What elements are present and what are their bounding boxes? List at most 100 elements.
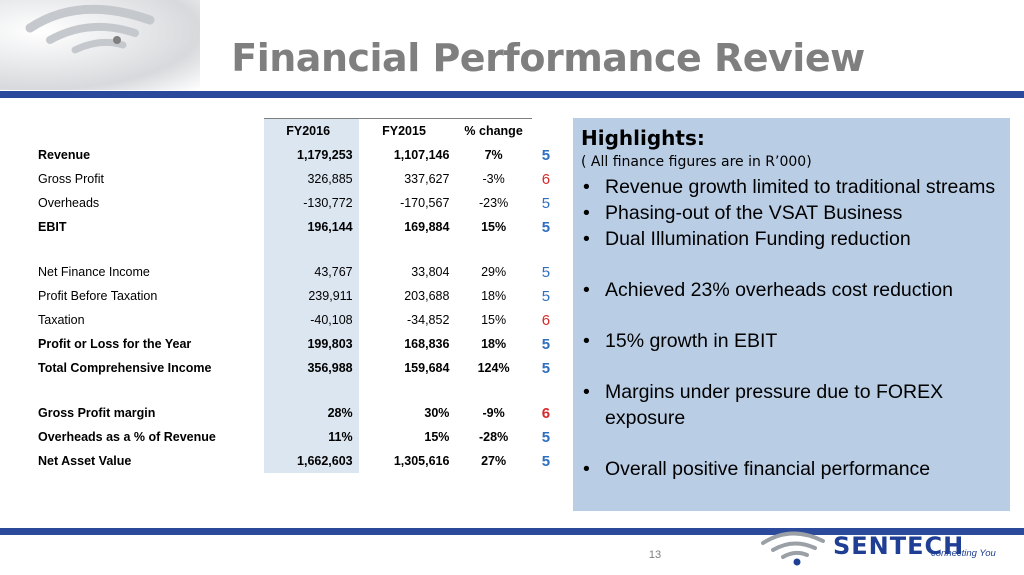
cell-change: -23% xyxy=(479,196,509,210)
cell-change: 18% xyxy=(481,337,507,351)
trend-arrow-up-icon: 5 xyxy=(541,218,551,236)
trend-arrow-up-icon: 5 xyxy=(541,335,551,353)
row-label: Overheads as a % of Revenue xyxy=(38,430,216,444)
row-label: Overheads xyxy=(38,196,100,210)
row-label: EBIT xyxy=(38,220,67,234)
highlights-heading: Highlights: xyxy=(581,126,705,150)
highlights-subheading: ( All finance figures are in R’000) xyxy=(581,154,812,170)
table-row: Revenue 1,179,253 1,107,146 7% 5 xyxy=(30,143,560,167)
cell-change: -9% xyxy=(482,406,505,420)
spacer-cell xyxy=(263,239,359,260)
cell-fy2016: 11% xyxy=(263,425,359,449)
trend-arrow-down-icon: 6 xyxy=(541,404,551,422)
header-change: % change xyxy=(455,118,532,143)
table-row: EBIT 196,144 169,884 15% 5 xyxy=(30,215,560,239)
cell-change: 18% xyxy=(481,289,507,303)
highlight-item: Revenue growth limited to traditional st… xyxy=(581,174,1002,200)
cell-fy2016: 239,911 xyxy=(263,284,359,308)
trend-arrow-up-icon: 5 xyxy=(541,146,551,164)
cell-change: 15% xyxy=(481,220,507,234)
sentech-logo: SENTECH connecting You xyxy=(757,529,1007,569)
spacer-cell xyxy=(30,380,264,401)
cell-change: 15% xyxy=(481,313,507,327)
table-row: Profit Before Taxation 239,911 203,688 18% 5 xyxy=(30,284,560,308)
table-row: Taxation -40,108 -34,852 15% 6 xyxy=(30,308,560,332)
trend-arrow-down-icon: 6 xyxy=(541,311,551,329)
cell-fy2016: 199,803 xyxy=(263,332,359,356)
sentech-logo-mark-icon xyxy=(761,531,825,566)
trend-arrow-up-icon: 5 xyxy=(541,452,551,470)
cell-fy2015: -34,852 xyxy=(407,313,450,327)
row-label: Taxation xyxy=(38,313,85,327)
spacer-cell xyxy=(532,239,560,260)
footer-divider xyxy=(0,528,1024,535)
table-header-row: FY2016 FY2015 % change xyxy=(30,118,560,144)
table-row: Gross Profit 326,885 337,627 -3% 6 xyxy=(30,167,560,191)
financial-table: FY2016 FY2015 % change Revenue 1,179,253 1… xyxy=(30,118,560,473)
cell-fy2016: 196,144 xyxy=(263,215,359,239)
row-label: Net Asset Value xyxy=(38,454,132,468)
trend-arrow-up-icon: 5 xyxy=(541,263,551,281)
cell-change: 7% xyxy=(484,148,503,162)
table-spacer-row xyxy=(30,380,560,401)
trend-arrow-up-icon: 5 xyxy=(541,287,551,305)
highlight-item: Dual Illumination Funding reduction xyxy=(581,226,1002,252)
header-blank xyxy=(30,119,264,144)
highlight-item: Margins under pressure due to FOREX expo… xyxy=(581,379,1002,431)
row-label: Profit Before Taxation xyxy=(38,289,158,303)
cell-change: 27% xyxy=(481,454,507,468)
cell-fy2015: 1,107,146 xyxy=(393,148,450,162)
highlight-item: Phasing-out of the VSAT Business xyxy=(581,200,1002,226)
wifi-signal-icon xyxy=(25,4,155,54)
header-trend-blank xyxy=(532,119,560,144)
trend-arrow-up-icon: 5 xyxy=(541,359,551,377)
header-fy2016: FY2016 xyxy=(263,118,359,143)
slide-title: Financial Performance Review xyxy=(231,36,865,80)
cell-fy2015: 337,627 xyxy=(404,172,450,186)
row-label: Net Finance Income xyxy=(38,265,150,279)
table-row: Profit or Loss for the Year 199,803 168,83… xyxy=(30,332,560,356)
header-fy2015: FY2015 xyxy=(358,118,456,143)
table-row: Overheads as a % of Revenue 11% 15% -28% 5 xyxy=(30,425,560,449)
table-row: Overheads -130,772 -170,567 -23% 5 xyxy=(30,191,560,215)
cell-fy2016: 43,767 xyxy=(263,260,359,284)
highlights-list: Revenue growth limited to traditional st… xyxy=(581,174,1002,482)
highlights-panel: Highlights: ( All finance figures are in… xyxy=(573,118,1010,511)
title-divider xyxy=(0,91,1024,98)
cell-fy2015: -170,567 xyxy=(400,196,450,210)
cell-change: 29% xyxy=(481,265,507,279)
cell-change: -3% xyxy=(482,172,505,186)
row-label: Gross Profit margin xyxy=(38,406,156,420)
trend-arrow-up-icon: 5 xyxy=(541,428,551,446)
cell-fy2016: 326,885 xyxy=(263,167,359,191)
cell-fy2015: 15% xyxy=(424,430,450,444)
row-label: Profit or Loss for the Year xyxy=(38,337,192,351)
table-spacer-row xyxy=(30,239,560,260)
cell-fy2015: 159,684 xyxy=(404,361,450,375)
cell-fy2016: 356,988 xyxy=(263,356,359,380)
cell-fy2016: 1,662,603 xyxy=(263,449,359,473)
row-label: Revenue xyxy=(38,148,91,162)
cell-fy2015: 169,884 xyxy=(404,220,450,234)
cell-change: -28% xyxy=(479,430,509,444)
table-body: Revenue 1,179,253 1,107,146 7% 5 Gross Profit… xyxy=(30,143,560,473)
logo-wordmark: SENTECH xyxy=(833,532,965,560)
cell-fy2016: -130,772 xyxy=(263,191,359,215)
spacer-cell xyxy=(263,380,359,401)
highlight-item: Overall positive financial performance xyxy=(581,456,1002,482)
spacer-cell xyxy=(532,380,560,401)
cell-fy2016: 1,179,253 xyxy=(263,143,359,167)
cell-fy2015: 203,688 xyxy=(404,289,450,303)
cell-fy2015: 168,836 xyxy=(404,337,450,351)
row-label: Total Comprehensive Income xyxy=(38,361,212,375)
cell-fy2016: -40,108 xyxy=(263,308,359,332)
trend-arrow-up-icon: 5 xyxy=(541,194,551,212)
row-label: Gross Profit xyxy=(38,172,104,186)
table-row: Net Finance Income 43,767 33,804 29% 5 xyxy=(30,260,560,284)
cell-fy2015: 33,804 xyxy=(411,265,450,279)
cell-fy2015: 30% xyxy=(424,406,450,420)
table-row: Net Asset Value 1,662,603 1,305,616 27% 5 xyxy=(30,449,560,473)
cell-change: 124% xyxy=(477,361,510,375)
trend-arrow-down-icon: 6 xyxy=(541,170,551,188)
page-number: 13 xyxy=(648,549,662,561)
